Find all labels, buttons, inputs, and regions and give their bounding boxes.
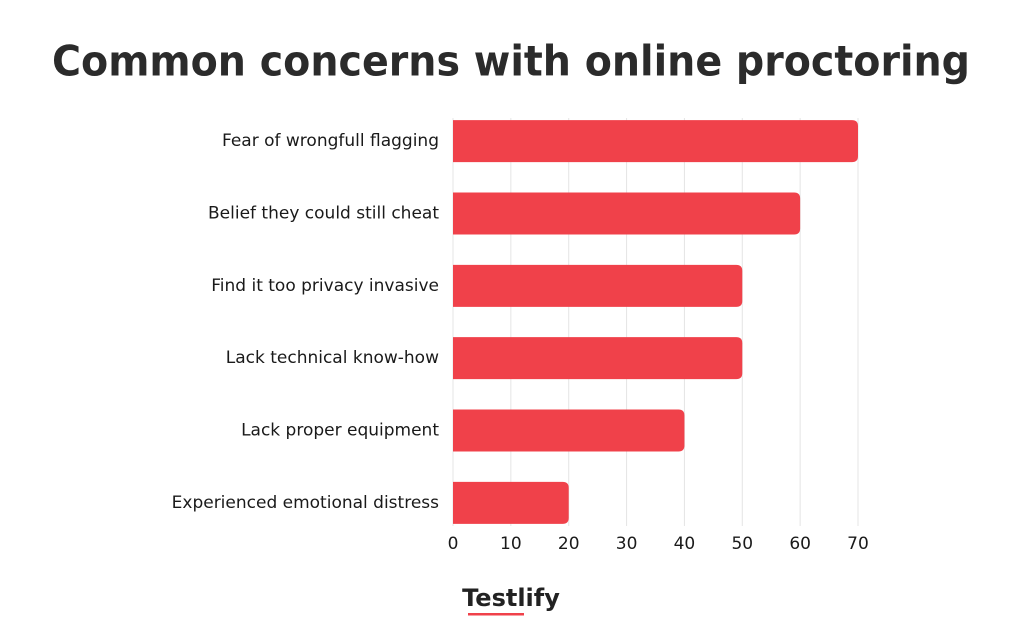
x-tick-label: 50 xyxy=(731,534,753,554)
x-tick-label: 10 xyxy=(500,534,522,554)
y-tick-label: Fear of wrongfull flagging xyxy=(222,131,439,151)
bar xyxy=(453,192,801,235)
x-tick-label: 40 xyxy=(674,534,696,554)
y-tick-label: Find it too privacy invasive xyxy=(211,276,439,296)
bar xyxy=(453,120,858,163)
x-tick-label: 60 xyxy=(789,534,811,554)
bar xyxy=(453,481,569,524)
logo-underline xyxy=(468,613,524,616)
x-tick-label: 20 xyxy=(558,534,580,554)
bars: Fear of wrongfull flagging Belief they co… xyxy=(172,120,858,524)
x-tick-label: 30 xyxy=(616,534,638,554)
y-tick-label: Experienced emotional distress xyxy=(172,493,439,513)
bar xyxy=(453,337,743,380)
y-tick-label: Belief they could still cheat xyxy=(208,204,439,224)
y-tick-label: Lack proper equipment xyxy=(241,421,439,441)
x-tick-label: 0 xyxy=(448,534,459,554)
logo: Testlify xyxy=(462,584,560,612)
x-tick-label: 70 xyxy=(847,534,869,554)
bar xyxy=(453,409,685,452)
chart-title: Common concerns with online proctoring xyxy=(52,37,970,86)
y-tick-label: Lack technical know-how xyxy=(226,348,439,368)
grid: 0 10 20 30 40 50 60 70 xyxy=(448,118,869,554)
bar xyxy=(453,264,743,307)
